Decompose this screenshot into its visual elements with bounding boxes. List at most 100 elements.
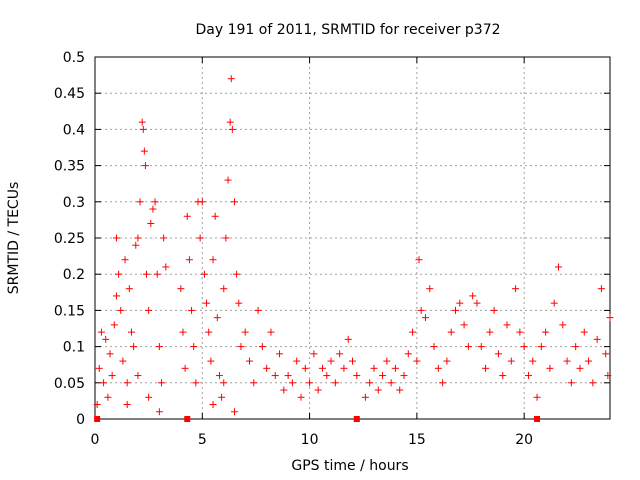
data-point: [370, 364, 378, 372]
data-point: [396, 386, 404, 394]
data-point: [482, 364, 490, 372]
data-point: [426, 285, 434, 293]
data-point: [507, 357, 515, 365]
data-point: [473, 299, 481, 307]
data-point: [203, 299, 211, 307]
y-tick-label: 0.45: [54, 86, 85, 102]
data-point: [580, 328, 588, 336]
data-point: [391, 364, 399, 372]
data-point: [123, 379, 131, 387]
x-tick-label: 10: [301, 432, 319, 448]
data-point: [533, 393, 541, 401]
data-point: [110, 321, 118, 329]
data-point: [211, 212, 219, 220]
data-point: [366, 379, 374, 387]
y-tick-label: 0.05: [54, 376, 85, 392]
data-point: [155, 408, 163, 416]
data-point: [209, 401, 217, 409]
data-point: [143, 270, 150, 278]
data-point: [529, 357, 537, 365]
data-point: [155, 343, 163, 351]
data-point: [404, 350, 412, 358]
data-point: [123, 401, 131, 409]
data-point: [361, 393, 369, 401]
data-point: [104, 393, 112, 401]
x-tick-label: 20: [515, 432, 533, 448]
data-point: [379, 372, 387, 380]
data-point: [183, 212, 191, 220]
data-points: [93, 75, 614, 416]
x-tick-label: 0: [91, 432, 100, 448]
data-point: [383, 357, 391, 365]
data-point: [97, 328, 105, 336]
data-point: [597, 285, 605, 293]
y-tick-label: 0.35: [54, 159, 85, 175]
data-point: [331, 379, 339, 387]
data-point: [267, 328, 275, 336]
data-point: [323, 372, 331, 380]
data-point: [602, 350, 610, 358]
x-axis-title: GPS time / hours: [291, 458, 408, 474]
axis-markers: [94, 416, 541, 422]
data-point: [117, 306, 125, 314]
data-point: [254, 306, 262, 314]
data-point: [550, 299, 558, 307]
data-point: [306, 379, 314, 387]
data-point: [222, 234, 230, 242]
data-point: [132, 241, 140, 249]
data-point: [276, 350, 284, 358]
data-point: [115, 270, 123, 278]
data-point: [415, 256, 423, 264]
data-point: [220, 285, 228, 293]
data-point: [100, 379, 108, 387]
y-tick-label: 0.4: [63, 122, 85, 138]
data-point: [246, 357, 253, 365]
data-point: [95, 364, 103, 372]
data-point: [188, 306, 196, 314]
data-point: [127, 328, 135, 336]
data-point: [585, 357, 593, 365]
data-point: [297, 393, 305, 401]
data-point: [310, 350, 318, 358]
data-point: [134, 234, 142, 242]
data-point: [209, 256, 217, 264]
data-point: [387, 379, 395, 387]
data-point: [227, 75, 235, 83]
data-point: [499, 372, 507, 380]
data-point: [567, 379, 575, 387]
data-point: [139, 125, 147, 133]
y-tick-label: 0.25: [54, 231, 85, 247]
data-point: [190, 343, 198, 351]
data-point: [235, 299, 243, 307]
data-point: [241, 328, 249, 336]
data-point: [205, 328, 213, 336]
data-point: [284, 372, 292, 380]
data-point: [224, 176, 232, 184]
data-point: [494, 350, 502, 358]
plot-frame: [94, 56, 611, 420]
data-point: [198, 198, 206, 206]
data-point: [160, 234, 168, 242]
data-point: [233, 270, 241, 278]
y-axis-title: SRMTID / TECUs: [6, 182, 22, 295]
data-point: [226, 118, 234, 126]
data-point: [230, 408, 238, 416]
data-point: [179, 328, 187, 336]
data-point: [250, 379, 258, 387]
data-point: [503, 321, 511, 329]
data-point: [108, 372, 116, 380]
data-point: [136, 198, 144, 206]
data-point: [228, 125, 236, 133]
data-point: [119, 357, 127, 365]
data-point: [434, 364, 442, 372]
data-point: [344, 335, 352, 343]
data-point: [258, 343, 266, 351]
data-point: [192, 379, 200, 387]
data-point: [288, 379, 296, 387]
data-point: [106, 350, 114, 358]
data-point: [145, 393, 153, 401]
x-tick-label: 5: [198, 432, 207, 448]
y-tick-label: 0.3: [63, 195, 85, 211]
y-axis: 0 0.05 0.1 0.15 0.2 0.25 0.3 0.35 0.4 0.45 0.5: [54, 50, 610, 428]
